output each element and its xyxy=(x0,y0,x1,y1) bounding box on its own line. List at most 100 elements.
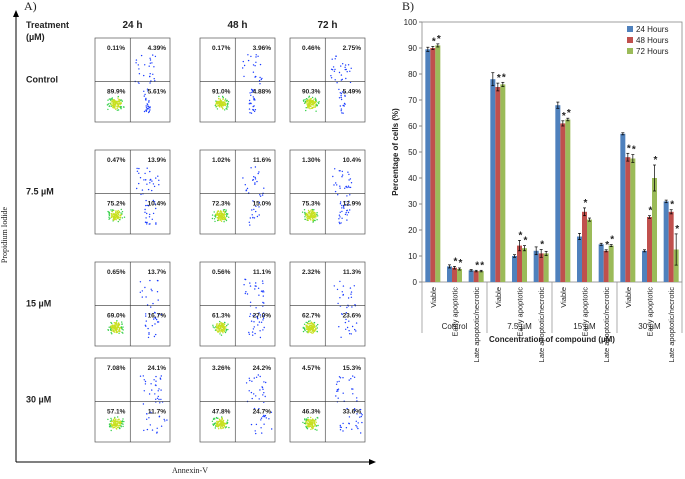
event-dot xyxy=(114,424,117,426)
event-dot xyxy=(309,213,311,215)
event-dot xyxy=(118,328,121,331)
event-dot xyxy=(339,92,341,94)
event-dot xyxy=(110,103,112,106)
event-dot xyxy=(254,166,257,168)
error-bar xyxy=(479,269,483,273)
event-dot xyxy=(217,104,219,106)
event-dot xyxy=(252,64,255,66)
event-dot xyxy=(152,54,154,56)
event-dot xyxy=(223,326,226,329)
event-dot xyxy=(249,313,252,315)
event-dot xyxy=(255,282,257,284)
event-dot xyxy=(314,425,316,427)
event-dot xyxy=(160,375,162,377)
event-dot xyxy=(251,214,253,216)
event-dot xyxy=(307,325,309,327)
quadrant-value: 0.17% xyxy=(212,45,231,52)
event-dot xyxy=(114,213,116,215)
event-dot xyxy=(106,104,109,106)
event-dot xyxy=(340,74,343,76)
event-dot xyxy=(259,195,262,197)
plot-frame xyxy=(199,37,276,123)
event-dot xyxy=(224,213,226,216)
event-dot xyxy=(218,100,220,102)
event-dot xyxy=(340,98,343,101)
event-dot xyxy=(116,106,119,108)
event-dot xyxy=(259,336,262,339)
event-dot xyxy=(263,423,265,425)
event-dot xyxy=(249,217,251,219)
event-dot xyxy=(337,302,339,305)
event-dot xyxy=(111,210,114,213)
event-dot xyxy=(117,330,120,332)
event-dot xyxy=(222,332,224,334)
event-dot xyxy=(107,99,109,101)
event-dot xyxy=(220,334,223,336)
event-dot xyxy=(357,422,359,424)
event-dot xyxy=(305,321,307,324)
event-dot xyxy=(342,112,344,114)
event-dot xyxy=(316,213,318,216)
error-bar xyxy=(609,244,613,247)
event-dot xyxy=(332,175,334,178)
event-dot xyxy=(119,107,122,109)
event-dot xyxy=(310,97,312,100)
event-dot xyxy=(344,91,346,93)
event-dot xyxy=(257,287,260,289)
event-dot xyxy=(153,66,155,68)
event-dot xyxy=(340,108,343,110)
event-dot xyxy=(249,379,251,382)
event-dot xyxy=(264,395,266,398)
error-bar xyxy=(664,199,668,204)
event-dot xyxy=(261,280,264,282)
event-dot xyxy=(218,217,220,219)
event-dot xyxy=(263,302,265,304)
event-dot xyxy=(310,107,313,110)
event-dot xyxy=(350,293,352,295)
event-dot xyxy=(351,388,353,390)
event-dot xyxy=(315,425,318,427)
event-dot xyxy=(223,215,226,218)
event-dot xyxy=(219,217,221,219)
error-bar xyxy=(426,46,430,52)
group-label: 30 µM xyxy=(638,322,661,331)
event-dot xyxy=(308,328,310,330)
event-dot xyxy=(333,184,335,186)
event-dot xyxy=(314,102,316,104)
event-dot xyxy=(339,429,342,431)
event-dot xyxy=(308,103,311,106)
event-dot xyxy=(339,203,342,205)
bar xyxy=(560,123,566,283)
event-dot xyxy=(336,389,339,391)
event-dot xyxy=(145,98,147,101)
event-dot xyxy=(221,95,224,98)
event-dot xyxy=(219,99,222,102)
event-dot xyxy=(155,318,158,321)
event-dot xyxy=(151,180,153,182)
event-dot xyxy=(340,222,342,224)
quadrant-value: 16.7% xyxy=(148,313,167,320)
event-dot xyxy=(221,214,223,217)
event-dot xyxy=(348,416,351,418)
event-dot xyxy=(225,209,227,211)
event-dot xyxy=(156,291,159,293)
event-dot xyxy=(215,103,217,106)
y-tick-label: 100 xyxy=(404,18,418,27)
event-dot xyxy=(112,101,114,104)
event-dot xyxy=(342,392,344,394)
event-dot xyxy=(312,208,314,211)
event-dot xyxy=(155,375,157,378)
event-dot xyxy=(245,189,248,191)
significance-star: * xyxy=(670,200,674,211)
event-dot xyxy=(265,381,267,384)
event-dot xyxy=(114,325,116,327)
error-bar xyxy=(583,207,586,217)
error-bar xyxy=(474,269,478,273)
event-dot xyxy=(251,380,253,382)
event-dot xyxy=(117,214,119,217)
event-dot xyxy=(139,177,142,179)
quadrant-value: 0.47% xyxy=(107,157,126,164)
event-dot xyxy=(118,210,121,213)
quadrant-value: 75.2% xyxy=(107,201,126,208)
event-dot xyxy=(245,382,248,384)
